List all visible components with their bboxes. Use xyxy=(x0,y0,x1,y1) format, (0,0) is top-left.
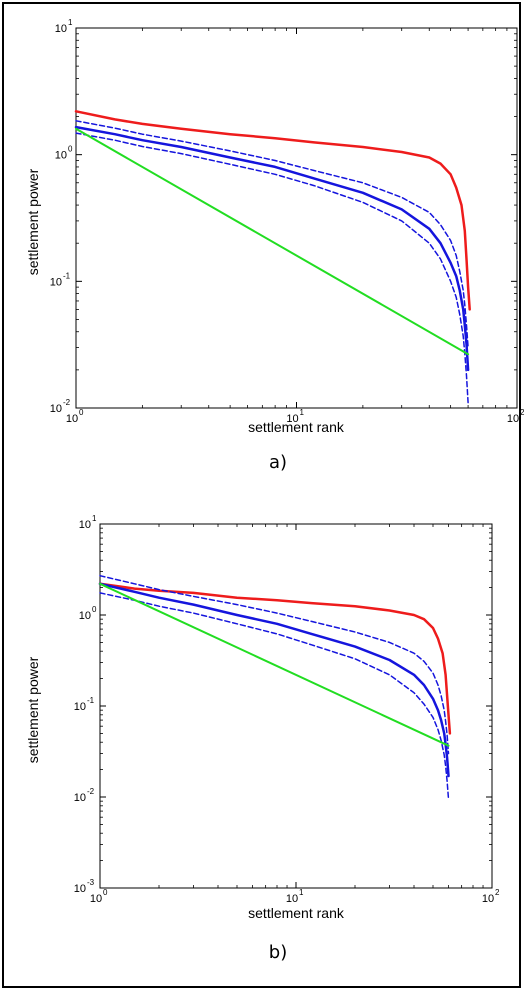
y-tick-label: 10 xyxy=(74,883,86,895)
x-tick-label: 10 xyxy=(507,413,519,425)
y-tick-label: 10 xyxy=(55,150,67,162)
y-tick-label: 10 xyxy=(74,792,86,804)
y-tick-label: 10 xyxy=(55,23,67,35)
series-line-5 xyxy=(99,582,450,747)
y-tick-exponent: -2 xyxy=(63,398,71,407)
series-line-3 xyxy=(99,574,450,755)
series-line-3 xyxy=(75,120,469,349)
x-tick-exponent: 0 xyxy=(79,408,84,417)
panel-a-xlabel: settlement rank xyxy=(248,419,345,435)
x-tick-exponent: 0 xyxy=(103,888,108,897)
x-tick-exponent: 1 xyxy=(300,408,305,417)
series-line-4 xyxy=(75,132,469,404)
x-tick-label: 10 xyxy=(90,893,102,905)
panel-a-label: a) xyxy=(269,452,287,473)
series-line-2 xyxy=(98,582,450,778)
x-tick-label: 10 xyxy=(286,413,298,425)
series-line-5 xyxy=(75,127,470,356)
y-tick-label: 10 xyxy=(79,610,91,622)
series-line-4 xyxy=(99,592,450,800)
series-line-1 xyxy=(74,110,471,311)
y-tick-exponent: 0 xyxy=(68,145,73,154)
panel-b-xlabel: settlement rank xyxy=(248,905,345,921)
y-tick-exponent: -1 xyxy=(87,696,95,705)
panel-b-ylabel: settlement power xyxy=(25,656,41,763)
y-tick-exponent: 0 xyxy=(92,605,97,614)
panel-a-ylabel: settlement power xyxy=(25,168,41,275)
y-tick-label: 10 xyxy=(79,519,91,531)
y-tick-label: 10 xyxy=(74,701,86,713)
plot-area xyxy=(75,27,518,409)
x-tick-label: 10 xyxy=(66,413,78,425)
series-line-1 xyxy=(98,582,452,735)
x-tick-exponent: 1 xyxy=(299,888,304,897)
y-tick-exponent: 1 xyxy=(68,18,73,27)
panel-b-label: b) xyxy=(269,942,287,963)
plot-area xyxy=(99,523,493,889)
series-line-2 xyxy=(74,125,470,372)
x-tick-exponent: 2 xyxy=(495,888,500,897)
y-tick-exponent: -1 xyxy=(63,271,71,280)
y-tick-exponent: -2 xyxy=(87,787,95,796)
panel-a: settlement rank settlement power a) 1001… xyxy=(25,18,525,473)
x-tick-exponent: 2 xyxy=(520,408,525,417)
y-tick-label: 10 xyxy=(50,403,62,415)
x-tick-label: 10 xyxy=(482,893,494,905)
y-tick-label: 10 xyxy=(50,276,62,288)
panel-b: settlement rank settlement power b) 1001… xyxy=(25,514,500,963)
y-tick-exponent: 1 xyxy=(92,514,97,523)
y-tick-exponent: -3 xyxy=(87,878,95,887)
x-tick-label: 10 xyxy=(286,893,298,905)
